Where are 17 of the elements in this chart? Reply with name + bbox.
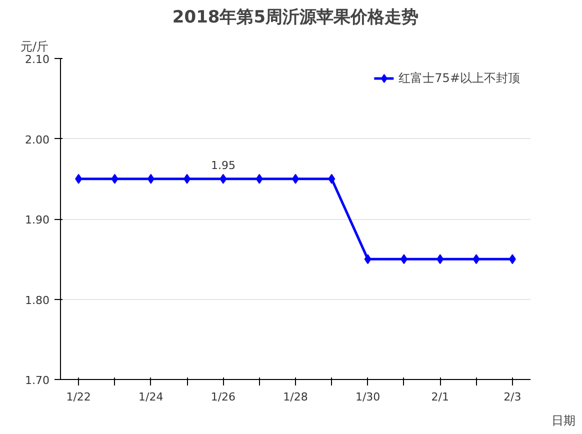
x-tick-label: 1/24 bbox=[138, 390, 164, 404]
x-tick-label: 1/26 bbox=[210, 390, 236, 404]
x-tick-label: 1/30 bbox=[355, 390, 380, 404]
x-tick-label: 2/1 bbox=[431, 390, 449, 404]
y-axis-title: 元/斤 bbox=[20, 40, 49, 54]
x-tick-label: 1/22 bbox=[66, 390, 91, 404]
chart-title: 2018年第5周沂源苹果价格走势 bbox=[172, 8, 419, 28]
y-tick-label: 1.90 bbox=[25, 214, 50, 226]
y-tick-label: 2.00 bbox=[25, 133, 50, 146]
x-tick-label: 1/28 bbox=[283, 390, 308, 404]
x-axis-title: 日期 bbox=[552, 414, 576, 428]
data-label: 1.95 bbox=[210, 158, 236, 172]
y-tick-label: 1.70 bbox=[25, 374, 50, 387]
legend-label: 红富士75#以上不封顶 bbox=[398, 70, 520, 86]
x-tick-label: 2/3 bbox=[504, 390, 522, 404]
y-tick-label: 2.10 bbox=[25, 53, 50, 66]
y-tick-label: 1.80 bbox=[25, 294, 50, 307]
